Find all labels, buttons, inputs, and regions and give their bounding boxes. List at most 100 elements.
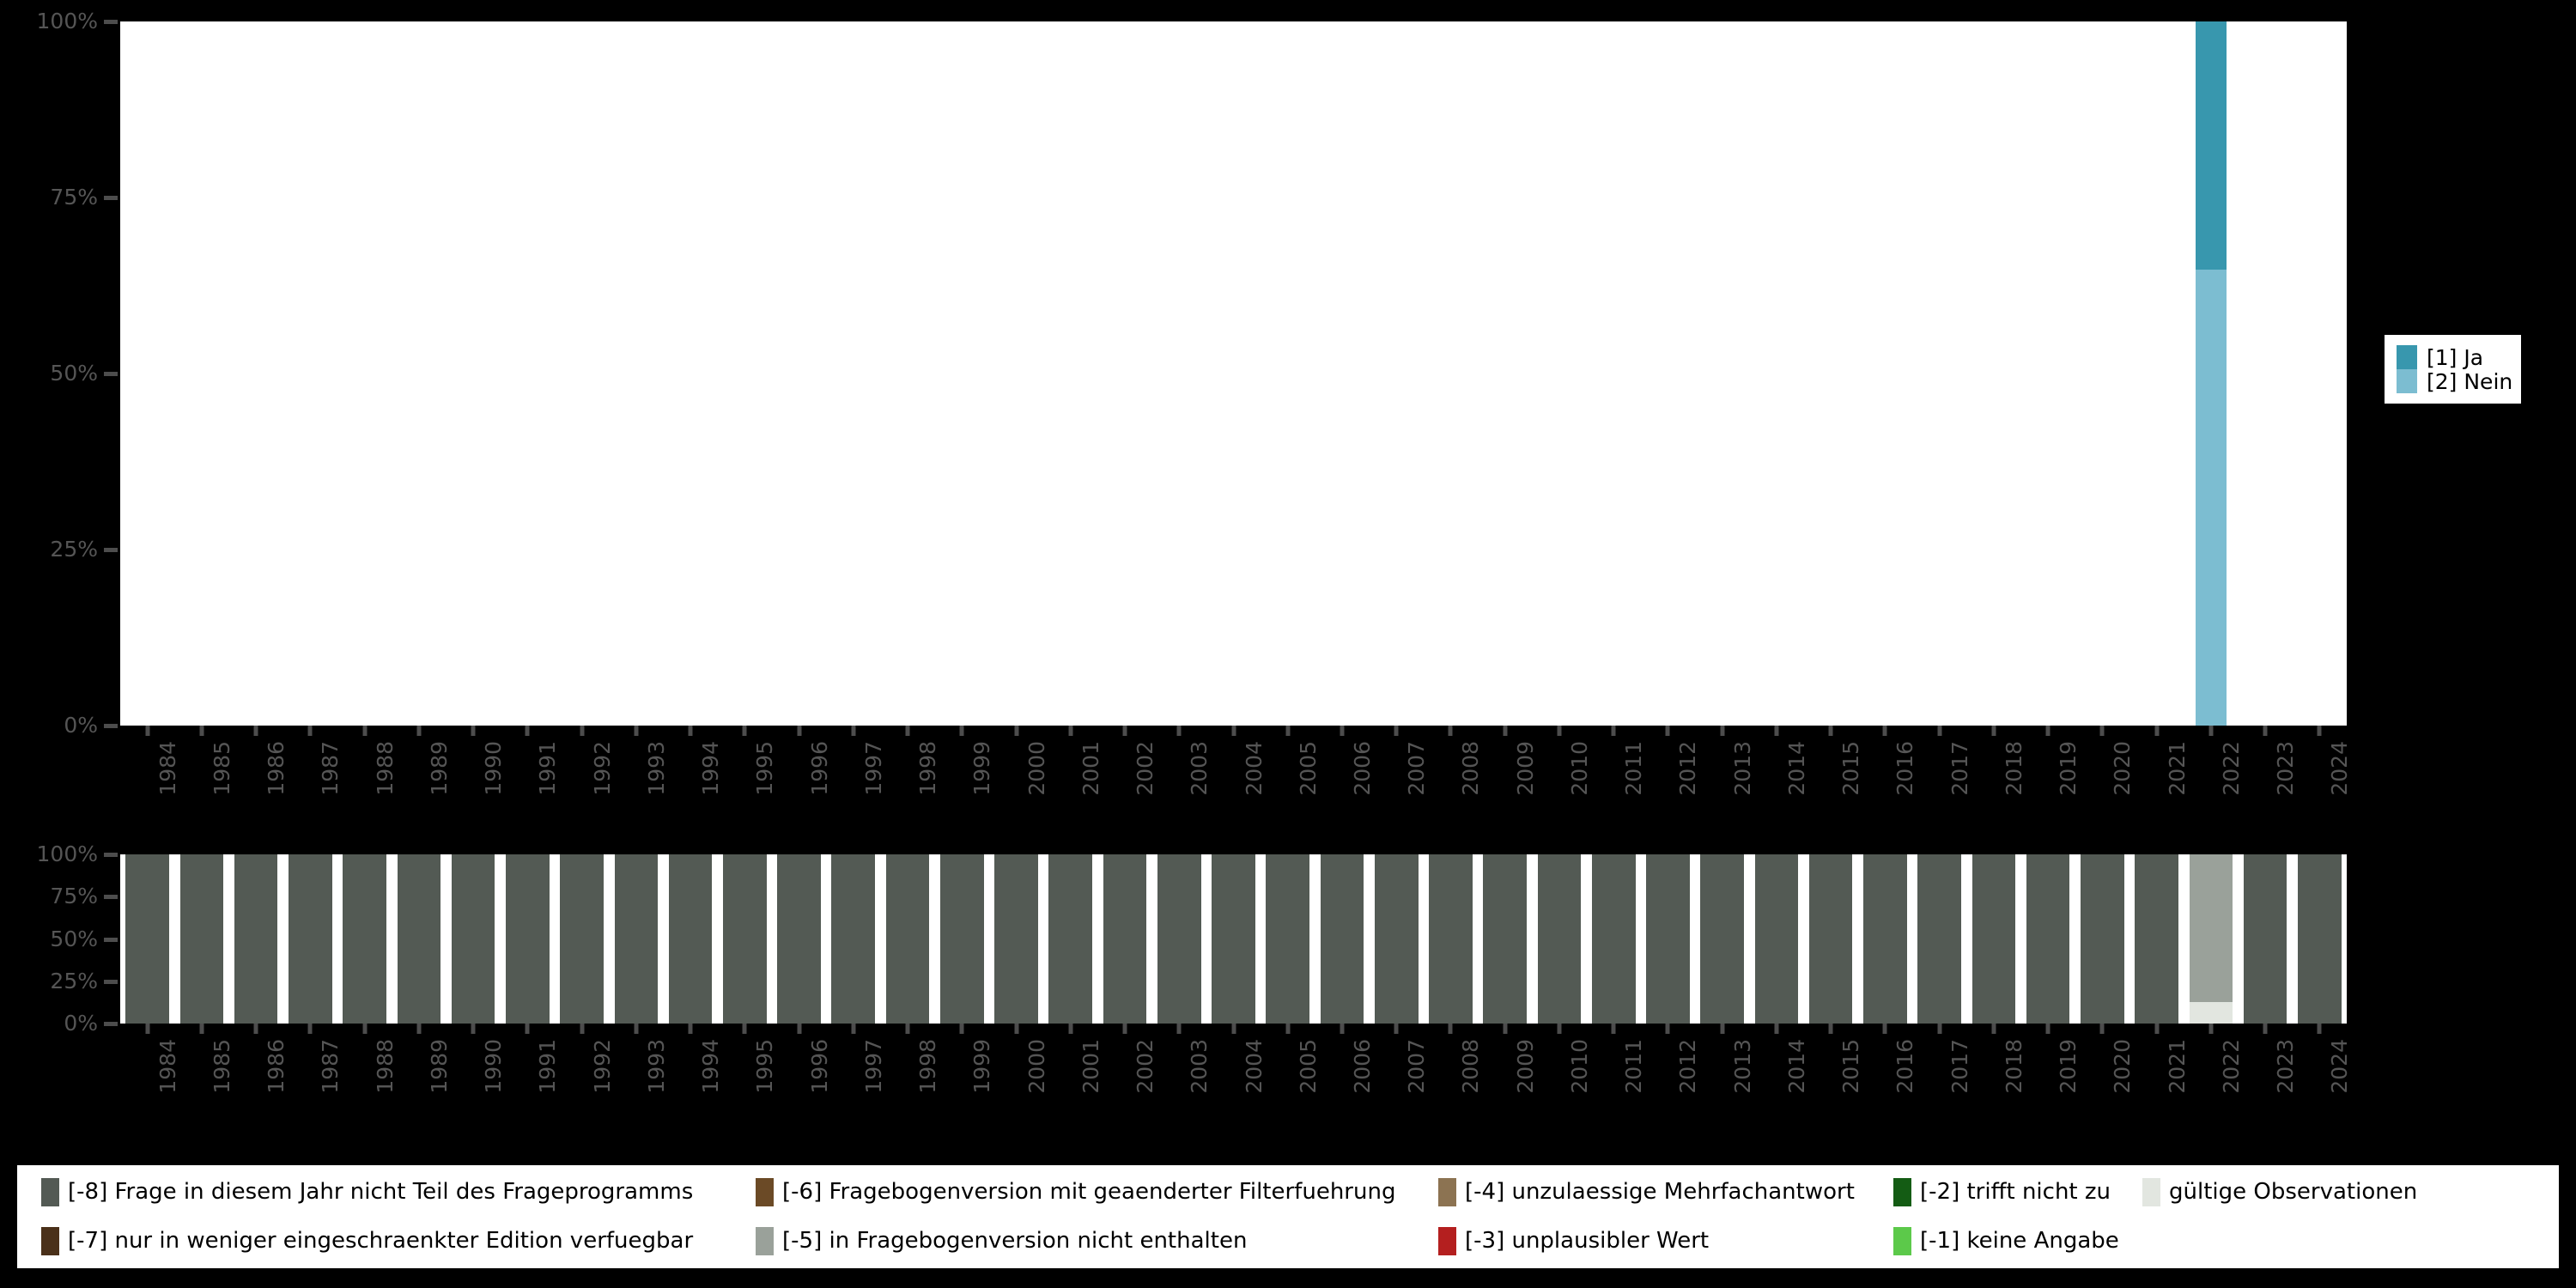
quality-legend-item[interactable]: [-4] unzulaessige Mehrfachantwort — [1438, 1177, 1855, 1206]
quality-bar-segment[interactable] — [1212, 854, 1255, 1024]
quality-bar-column[interactable] — [614, 854, 659, 1024]
quality-bar-column[interactable] — [451, 854, 495, 1024]
quality-bar-segment[interactable] — [831, 854, 876, 1024]
quality-bar-column[interactable] — [2081, 854, 2124, 1024]
quality-legend-item[interactable]: [-5] in Fragebogenversion nicht enthalte… — [756, 1226, 1247, 1255]
value-bar-segment[interactable] — [2195, 269, 2227, 726]
quality-bar-segment[interactable] — [2243, 854, 2287, 1024]
quality-bar-column[interactable] — [2189, 854, 2233, 1024]
quality-bar-column[interactable] — [179, 854, 224, 1024]
quality-legend-item[interactable]: [-1] keine Angabe — [1893, 1226, 2119, 1255]
quality-bar-column[interactable] — [1320, 854, 1364, 1024]
quality-bar-column[interactable] — [506, 854, 550, 1024]
quality-bar-column[interactable] — [560, 854, 604, 1024]
quality-bar-column[interactable] — [234, 854, 278, 1024]
quality-bar-column[interactable] — [1754, 854, 1799, 1024]
quality-bar-segment[interactable] — [1537, 854, 1582, 1024]
quality-bar-column[interactable] — [2243, 854, 2287, 1024]
quality-bar-segment[interactable] — [1103, 854, 1147, 1024]
quality-bar-column[interactable] — [289, 854, 332, 1024]
quality-bar-column[interactable] — [2135, 854, 2178, 1024]
quality-bar-segment[interactable] — [125, 854, 169, 1024]
quality-bar-segment[interactable] — [1917, 854, 1961, 1024]
quality-bar-segment[interactable] — [885, 854, 930, 1024]
quality-bar-column[interactable] — [1971, 854, 2016, 1024]
quality-bar-column[interactable] — [2026, 854, 2070, 1024]
quality-bar-column[interactable] — [1917, 854, 1961, 1024]
quality-bar-segment[interactable] — [343, 854, 386, 1024]
quality-legend-item[interactable]: [-2] trifft nicht zu — [1893, 1177, 2111, 1206]
quality-bar-column[interactable] — [1537, 854, 1582, 1024]
quality-x-tick-label: 2004 — [1241, 1039, 1267, 1094]
quality-bar-segment[interactable] — [2081, 854, 2124, 1024]
quality-bar-segment[interactable] — [723, 854, 767, 1024]
quality-bar-segment[interactable] — [234, 854, 278, 1024]
quality-bar-column[interactable] — [397, 854, 441, 1024]
quality-bar-column[interactable] — [885, 854, 930, 1024]
quality-bar-segment[interactable] — [994, 854, 1038, 1024]
quality-bar-column[interactable] — [1591, 854, 1636, 1024]
quality-bar-segment[interactable] — [289, 854, 332, 1024]
quality-bar-column[interactable] — [1483, 854, 1528, 1024]
quality-bar-column[interactable] — [2298, 854, 2342, 1024]
quality-bar-column[interactable] — [1266, 854, 1310, 1024]
quality-bar-column[interactable] — [125, 854, 169, 1024]
quality-bar-column[interactable] — [1700, 854, 1744, 1024]
quality-bar-segment[interactable] — [777, 854, 821, 1024]
quality-bar-segment[interactable] — [1754, 854, 1799, 1024]
quality-bar-segment[interactable] — [1157, 854, 1201, 1024]
quality-bar-column[interactable] — [1157, 854, 1201, 1024]
quality-bar-column[interactable] — [343, 854, 386, 1024]
quality-bar-segment[interactable] — [397, 854, 441, 1024]
quality-bar-column[interactable] — [723, 854, 767, 1024]
quality-bar-column[interactable] — [1808, 854, 1853, 1024]
quality-bar-segment[interactable] — [668, 854, 713, 1024]
quality-bar-segment[interactable] — [1646, 854, 1690, 1024]
value-bar-segment[interactable] — [2195, 21, 2227, 270]
quality-bar-segment[interactable] — [1863, 854, 1907, 1024]
quality-bar-segment[interactable] — [451, 854, 495, 1024]
quality-bar-column[interactable] — [994, 854, 1038, 1024]
value-legend-item[interactable]: [1] Ja — [2397, 345, 2512, 370]
quality-bar-column[interactable] — [831, 854, 876, 1024]
quality-bar-segment[interactable] — [1048, 854, 1093, 1024]
quality-bar-column[interactable] — [1646, 854, 1690, 1024]
quality-bar-segment[interactable] — [560, 854, 604, 1024]
quality-bar-segment[interactable] — [1808, 854, 1853, 1024]
quality-bar-segment[interactable] — [1971, 854, 2016, 1024]
quality-bar-segment[interactable] — [2189, 1002, 2233, 1024]
quality-bar-column[interactable] — [1374, 854, 1419, 1024]
quality-bar-column[interactable] — [777, 854, 821, 1024]
quality-legend-item[interactable]: [-8] Frage in diesem Jahr nicht Teil des… — [41, 1177, 693, 1206]
quality-bar-column[interactable] — [668, 854, 713, 1024]
quality-bar-segment[interactable] — [1429, 854, 1473, 1024]
quality-bar-segment[interactable] — [2026, 854, 2070, 1024]
quality-legend-item[interactable]: [-3] unplausibler Wert — [1438, 1226, 1709, 1255]
quality-bar-column[interactable] — [1429, 854, 1473, 1024]
main-y-tick-label: 25% — [50, 537, 98, 562]
quality-y-tick-label: 25% — [50, 968, 98, 993]
quality-bar-segment[interactable] — [2189, 854, 2233, 1003]
quality-bar-segment[interactable] — [2298, 854, 2342, 1024]
quality-bar-segment[interactable] — [2135, 854, 2178, 1024]
quality-bar-segment[interactable] — [1320, 854, 1364, 1024]
value-bar-column[interactable] — [2195, 21, 2227, 726]
quality-bar-segment[interactable] — [939, 854, 984, 1024]
value-legend-item[interactable]: [2] Nein — [2397, 369, 2512, 394]
quality-bar-segment[interactable] — [1591, 854, 1636, 1024]
quality-bar-segment[interactable] — [1700, 854, 1744, 1024]
quality-bar-column[interactable] — [939, 854, 984, 1024]
quality-legend-item[interactable]: [-6] Fragebogenversion mit geaenderter F… — [756, 1177, 1395, 1206]
quality-bar-segment[interactable] — [1374, 854, 1419, 1024]
quality-bar-column[interactable] — [1048, 854, 1093, 1024]
quality-bar-column[interactable] — [1103, 854, 1147, 1024]
quality-bar-segment[interactable] — [1266, 854, 1310, 1024]
quality-bar-column[interactable] — [1863, 854, 1907, 1024]
quality-bar-column[interactable] — [1212, 854, 1255, 1024]
quality-legend-item[interactable]: [-7] nur in weniger eingeschraenkter Edi… — [41, 1226, 693, 1255]
quality-bar-segment[interactable] — [179, 854, 224, 1024]
quality-bar-segment[interactable] — [506, 854, 550, 1024]
quality-legend-item[interactable]: gültige Observationen — [2142, 1177, 2417, 1206]
quality-bar-segment[interactable] — [614, 854, 659, 1024]
quality-bar-segment[interactable] — [1483, 854, 1528, 1024]
